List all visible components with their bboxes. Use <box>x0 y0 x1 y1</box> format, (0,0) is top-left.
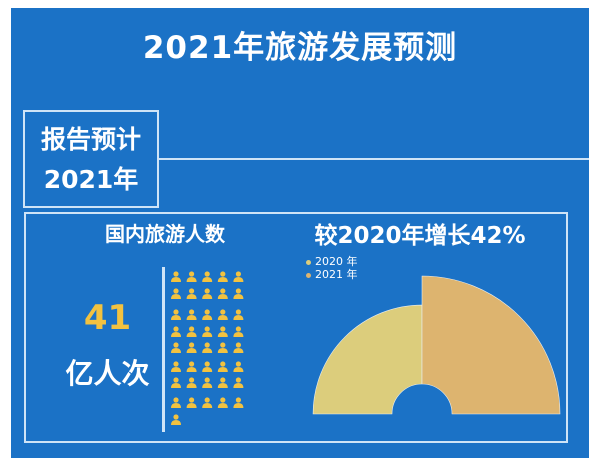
person-icon <box>202 377 213 388</box>
person-icon <box>171 342 181 353</box>
person-icon <box>217 309 228 320</box>
person-icon <box>217 342 228 353</box>
content-frame <box>24 212 568 443</box>
person-icon <box>202 271 213 282</box>
tourist-count-value: 41 <box>83 298 132 338</box>
person-icon <box>186 342 197 353</box>
person-icon <box>217 326 228 337</box>
person-icon <box>233 326 244 337</box>
person-icon <box>217 271 228 282</box>
person-icon <box>171 414 181 425</box>
person-icon <box>186 326 197 337</box>
person-icon <box>171 361 181 372</box>
person-icon <box>171 288 181 299</box>
person-icon <box>233 397 244 408</box>
person-icon <box>202 288 213 299</box>
person-icon <box>217 397 228 408</box>
person-icon <box>171 377 181 388</box>
person-icon <box>217 377 228 388</box>
person-icon <box>202 326 213 337</box>
person-icon <box>171 309 181 320</box>
report-box: 报告预计 2021年 <box>23 110 159 208</box>
divider-line <box>159 158 589 160</box>
sector-2021 <box>421 275 561 415</box>
vertical-divider <box>162 267 165 432</box>
person-icon <box>186 361 197 372</box>
legend-dot-2020 <box>306 259 311 265</box>
report-label: 报告预计 <box>40 125 141 154</box>
person-icon <box>186 271 197 282</box>
legend-item-2021: 2021 年 <box>306 268 358 281</box>
person-icon <box>202 397 213 408</box>
chart-legend: 2020 年 2021 年 <box>306 255 358 281</box>
person-icon <box>186 309 197 320</box>
legend-dot-2021 <box>306 272 311 278</box>
person-icon <box>217 288 228 299</box>
report-year: 2021年 <box>43 165 139 194</box>
growth-heading: 较2020年增长42% <box>314 223 526 249</box>
person-icon <box>202 361 213 372</box>
person-icon <box>186 288 197 299</box>
page-title: 2021年旅游发展预测 <box>142 30 458 66</box>
tourist-count-unit: 亿人次 <box>65 357 150 390</box>
domestic-tourists-heading: 国内旅游人数 <box>105 222 225 246</box>
person-icon <box>233 342 244 353</box>
legend-item-2020: 2020 年 <box>306 255 358 268</box>
person-icon <box>171 397 181 408</box>
sector-2020 <box>312 304 423 415</box>
person-icon <box>233 377 244 388</box>
person-icon <box>233 288 244 299</box>
person-icon <box>233 271 244 282</box>
person-icon <box>202 342 213 353</box>
person-icon <box>186 397 197 408</box>
legend-label-2021: 2021 年 <box>315 268 358 281</box>
person-icon <box>233 361 244 372</box>
legend-label-2020: 2020 年 <box>315 255 358 268</box>
person-icon <box>233 309 244 320</box>
person-icon <box>202 309 213 320</box>
person-icon <box>186 377 197 388</box>
person-icon <box>171 326 181 337</box>
person-icon <box>217 361 228 372</box>
person-icon <box>171 271 181 282</box>
